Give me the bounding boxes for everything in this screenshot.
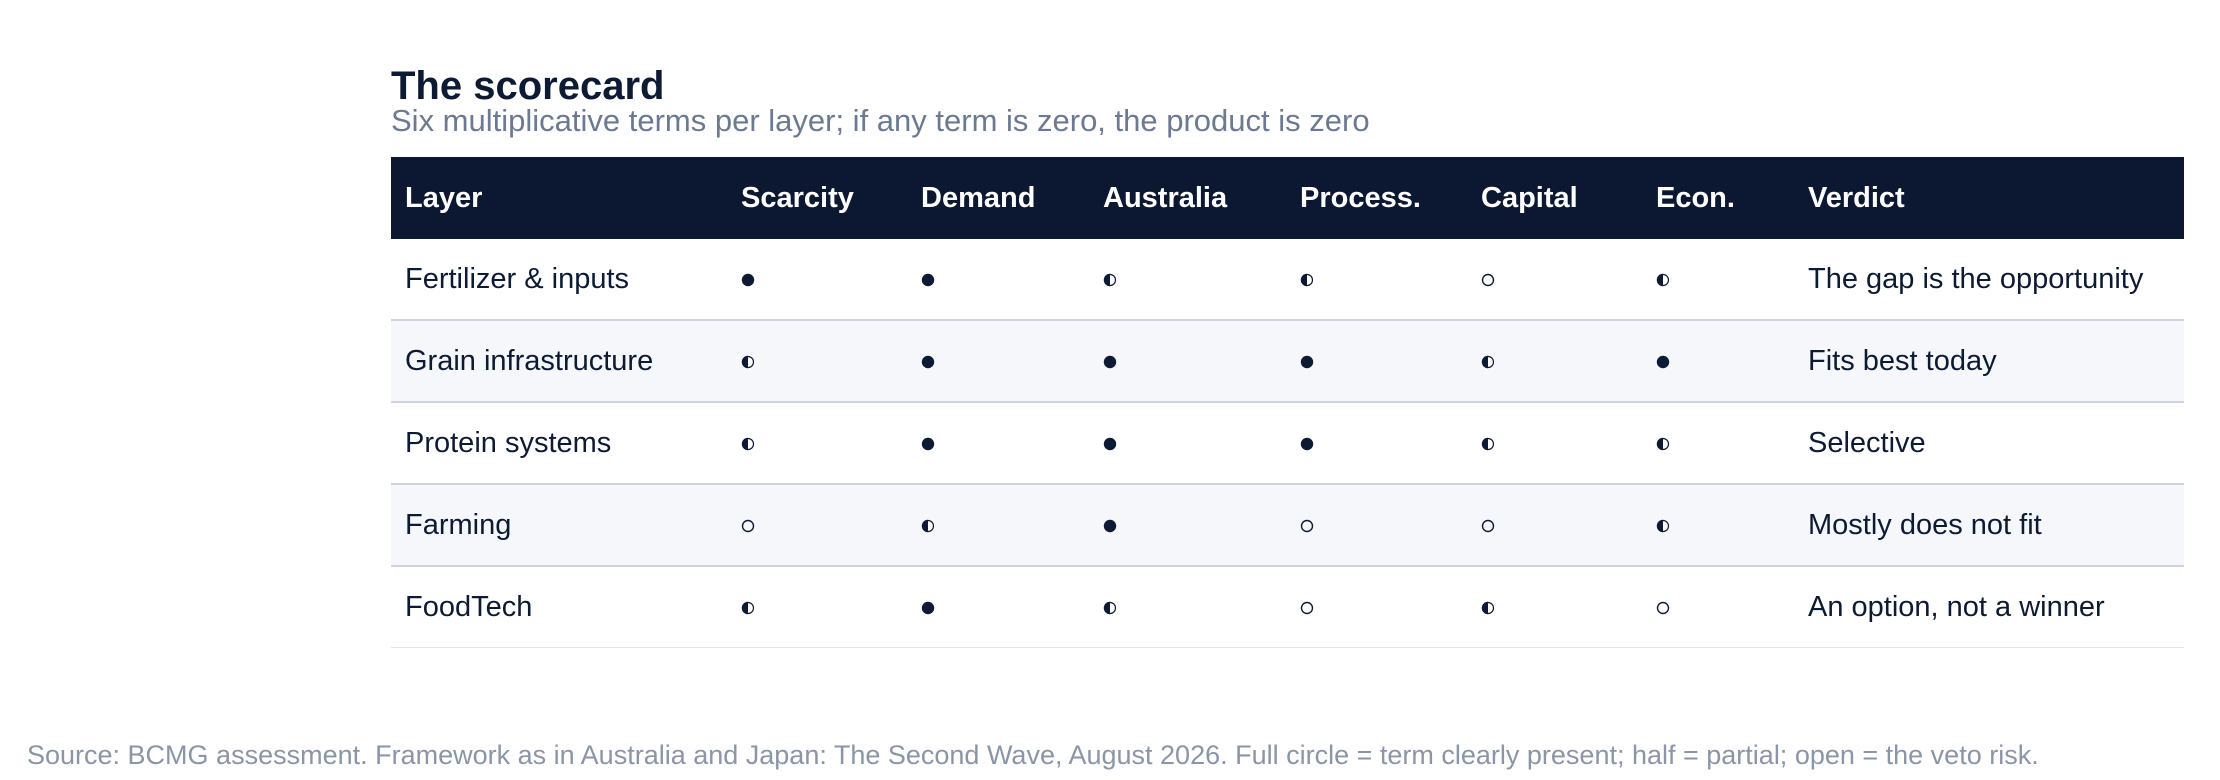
score-cell-australia	[1089, 566, 1286, 648]
score-cell-scarcity	[727, 320, 907, 403]
score-cell-demand	[907, 239, 1089, 321]
score-cell-scarcity	[727, 239, 907, 321]
filled-circle-icon	[1300, 437, 1314, 451]
column-header-layer: Layer	[391, 157, 727, 239]
table-row: Grain infrastructure Fits best today	[391, 320, 2184, 403]
half-circle-icon	[1656, 437, 1670, 451]
half-circle-icon	[741, 437, 755, 451]
column-header-econ: Econ.	[1642, 157, 1794, 239]
open-circle-icon	[1300, 519, 1314, 533]
open-circle-icon	[741, 519, 755, 533]
score-cell-demand	[907, 484, 1089, 567]
half-circle-icon	[1656, 273, 1670, 287]
score-cell-scarcity	[727, 402, 907, 485]
score-cell-capital	[1467, 484, 1642, 567]
filled-circle-icon	[921, 437, 935, 451]
score-cell-scarcity	[727, 566, 907, 648]
layer-cell: Farming	[391, 484, 727, 567]
half-circle-icon	[1103, 273, 1117, 287]
score-cell-econ	[1642, 566, 1794, 648]
page-subtitle: Six multiplicative terms per layer; if a…	[391, 103, 1370, 138]
open-circle-icon	[1656, 601, 1670, 615]
score-cell-process	[1286, 402, 1467, 485]
verdict-cell: Selective	[1794, 402, 2184, 485]
filled-circle-icon	[921, 273, 935, 287]
filled-circle-icon	[1103, 355, 1117, 369]
table-row: Farming Mostly does not fit	[391, 484, 2184, 567]
table-row: Protein systems Selective	[391, 402, 2184, 485]
source-note: Source: BCMG assessment. Framework as in…	[27, 740, 2039, 770]
layer-cell: FoodTech	[391, 566, 727, 648]
layer-cell: Fertilizer & inputs	[391, 239, 727, 321]
score-cell-capital	[1467, 566, 1642, 648]
page-title: The scorecard	[391, 64, 665, 108]
filled-circle-icon	[741, 273, 755, 287]
score-cell-australia	[1089, 239, 1286, 321]
layer-cell: Protein systems	[391, 402, 727, 485]
open-circle-icon	[1481, 273, 1495, 287]
score-cell-demand	[907, 402, 1089, 485]
half-circle-icon	[921, 519, 935, 533]
score-cell-capital	[1467, 239, 1642, 321]
score-cell-capital	[1467, 402, 1642, 485]
column-header-australia: Australia	[1089, 157, 1286, 239]
score-cell-capital	[1467, 320, 1642, 403]
layer-cell: Grain infrastructure	[391, 320, 727, 403]
filled-circle-icon	[1103, 519, 1117, 533]
score-cell-process	[1286, 239, 1467, 321]
column-header-capital: Capital	[1467, 157, 1642, 239]
score-cell-demand	[907, 566, 1089, 648]
score-cell-australia	[1089, 484, 1286, 567]
table-header-row: Layer Scarcity Demand Australia Process.…	[391, 157, 2184, 239]
half-circle-icon	[1103, 601, 1117, 615]
filled-circle-icon	[1656, 355, 1670, 369]
score-cell-econ	[1642, 239, 1794, 321]
scorecard-table: Layer Scarcity Demand Australia Process.…	[391, 157, 2184, 648]
column-header-demand: Demand	[907, 157, 1089, 239]
score-cell-econ	[1642, 402, 1794, 485]
half-circle-icon	[741, 355, 755, 369]
column-header-process: Process.	[1286, 157, 1467, 239]
table-row: Fertilizer & inputs The gap is the opport…	[391, 239, 2184, 321]
filled-circle-icon	[1103, 437, 1117, 451]
verdict-cell: Fits best today	[1794, 320, 2184, 403]
filled-circle-icon	[1300, 355, 1314, 369]
table-row: FoodTech An option, not a winner	[391, 566, 2184, 648]
open-circle-icon	[1481, 519, 1495, 533]
half-circle-icon	[741, 601, 755, 615]
score-cell-australia	[1089, 320, 1286, 403]
half-circle-icon	[1481, 355, 1495, 369]
column-header-verdict: Verdict	[1794, 157, 2184, 239]
half-circle-icon	[1481, 601, 1495, 615]
filled-circle-icon	[921, 601, 935, 615]
filled-circle-icon	[921, 355, 935, 369]
score-cell-econ	[1642, 320, 1794, 403]
verdict-cell: The gap is the opportunity	[1794, 239, 2184, 321]
half-circle-icon	[1656, 519, 1670, 533]
score-cell-process	[1286, 320, 1467, 403]
half-circle-icon	[1300, 273, 1314, 287]
score-cell-demand	[907, 320, 1089, 403]
half-circle-icon	[1481, 437, 1495, 451]
score-cell-process	[1286, 566, 1467, 648]
score-cell-australia	[1089, 402, 1286, 485]
open-circle-icon	[1300, 601, 1314, 615]
score-cell-econ	[1642, 484, 1794, 567]
verdict-cell: An option, not a winner	[1794, 566, 2184, 648]
score-cell-scarcity	[727, 484, 907, 567]
verdict-cell: Mostly does not fit	[1794, 484, 2184, 567]
column-header-scarcity: Scarcity	[727, 157, 907, 239]
score-cell-process	[1286, 484, 1467, 567]
